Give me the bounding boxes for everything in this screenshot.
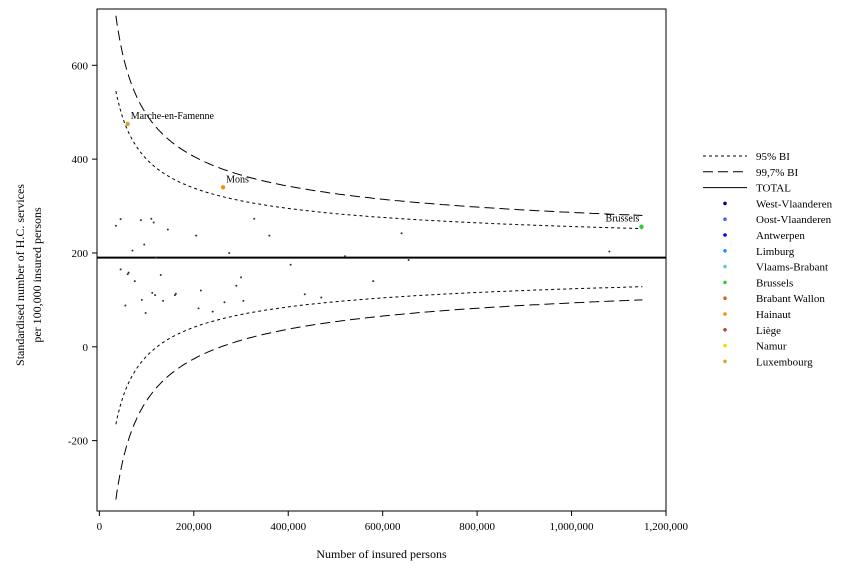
data-point	[242, 299, 245, 302]
data-point	[159, 274, 162, 277]
data-point	[119, 268, 122, 271]
x-tick-label: 0	[97, 521, 103, 533]
data-point	[124, 304, 127, 307]
data-points: Marche-en-Famenne Mons Brussels	[114, 111, 644, 315]
legend-label: Oost-Vlaanderen	[756, 214, 832, 226]
data-point	[114, 224, 117, 227]
data-point	[144, 312, 147, 315]
data-point	[268, 234, 271, 237]
x-tick-label: 600,000	[365, 521, 401, 533]
data-point	[407, 259, 410, 261]
data-point	[303, 293, 306, 296]
data-point	[174, 292, 177, 295]
data-point	[372, 280, 375, 283]
legend-label: Antwerpen	[756, 230, 805, 242]
data-point	[154, 294, 157, 297]
ci95-lower-line	[115, 286, 643, 425]
legend-swatch-dot	[723, 280, 727, 285]
legend-swatch-dot	[723, 328, 727, 332]
y-tick-label: -200	[68, 436, 89, 448]
legend-swatch-dot	[723, 201, 727, 206]
legend-swatch-dot	[723, 312, 727, 316]
legend-label: Liège	[756, 325, 781, 337]
data-point	[155, 256, 158, 259]
point-annotation: Brussels	[606, 214, 640, 225]
y-tick-label: 0	[83, 342, 89, 354]
x-tick-label: 800,000	[459, 521, 495, 533]
highlighted-point	[220, 185, 226, 190]
data-point	[235, 284, 238, 287]
data-point	[223, 301, 226, 304]
legend-swatch-dot	[723, 217, 727, 221]
legend-swatch-dot	[723, 264, 727, 269]
control-limits	[97, 15, 666, 500]
legend-label: 99,7% BI	[756, 167, 799, 179]
data-point	[143, 243, 146, 246]
data-point	[400, 232, 403, 235]
data-point	[289, 263, 292, 266]
data-point	[162, 299, 165, 302]
highlighted-point	[639, 224, 644, 229]
data-point	[320, 296, 323, 299]
x-tick-label: 1,000,000	[550, 521, 595, 533]
legend-label: Hainaut	[756, 309, 791, 321]
point-annotation: Mons	[226, 174, 249, 185]
plot-area	[96, 8, 667, 512]
data-point	[197, 307, 200, 310]
legend-swatch-dot	[723, 296, 727, 301]
ci95-upper-line	[115, 91, 643, 230]
data-point	[139, 219, 142, 222]
y-tick-label: 600	[72, 60, 89, 72]
data-point	[608, 250, 611, 253]
point-annotation: Marche-en-Famenne	[131, 111, 215, 122]
legend-swatch-dot	[723, 343, 727, 348]
legend-label: TOTAL	[756, 183, 791, 195]
ci997-upper-line	[115, 15, 643, 216]
y-tick-label: 400	[72, 154, 89, 166]
x-tick-label: 200,000	[176, 521, 212, 533]
legend-swatch-dot	[723, 249, 727, 253]
data-point	[140, 298, 143, 301]
data-point	[240, 276, 243, 279]
data-point	[127, 271, 130, 274]
legend-label: 95% BI	[756, 151, 790, 163]
x-axis-title: Number of insured persons	[316, 547, 447, 561]
data-point	[126, 273, 129, 276]
legend-swatch-dot	[723, 359, 727, 364]
y-tick-label: 200	[72, 248, 89, 260]
data-point	[195, 234, 198, 237]
data-point	[133, 280, 136, 283]
y-axis-title-line-1: Standardised number of H.C. services	[13, 184, 27, 366]
legend: 95% BI 99,7% BI TOTAL West-Vlaanderen Oost-V…	[703, 151, 833, 368]
legend-label: Namur	[756, 341, 787, 353]
legend-swatch-dot	[723, 233, 727, 237]
data-point	[211, 310, 214, 313]
legend-label: Luxembourg	[756, 356, 813, 368]
legend-label: Brussels	[756, 277, 793, 289]
data-point	[150, 217, 153, 220]
ci997-lower-line	[115, 299, 643, 500]
legend-label: Vlaams-Brabant	[756, 262, 828, 274]
legend-label: Limburg	[756, 246, 795, 258]
x-tick-label: 1,200,000	[644, 521, 689, 533]
data-point	[166, 228, 169, 231]
highlighted-point	[125, 121, 130, 127]
data-point	[152, 221, 155, 224]
data-point	[199, 289, 202, 292]
data-point	[131, 249, 134, 252]
y-axis-title-line-2: per 100,000 insured persons	[30, 207, 44, 343]
axis-ticks: 0 200,000 400,000 600,000 800,000 1,000,000 1,…	[68, 60, 689, 533]
data-point	[228, 251, 231, 254]
data-point	[119, 218, 122, 221]
data-point	[343, 255, 346, 258]
data-point	[253, 217, 256, 220]
x-tick-label: 400,000	[270, 521, 306, 533]
legend-label: Brabant Wallon	[756, 293, 825, 305]
data-point	[151, 291, 154, 294]
data-point	[173, 294, 176, 297]
legend-label: West-Vlaanderen	[756, 198, 833, 210]
